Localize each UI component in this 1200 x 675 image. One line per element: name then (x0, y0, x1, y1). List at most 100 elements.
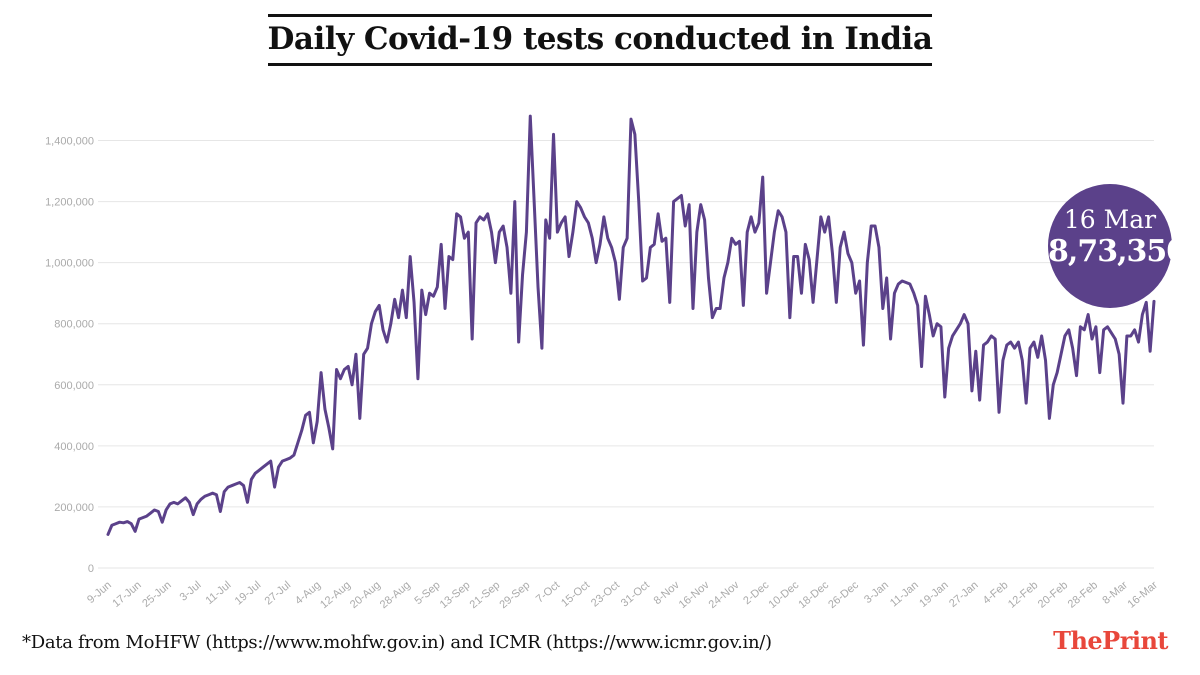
data-point (312, 442, 314, 444)
data-point (467, 231, 469, 233)
data-point (541, 347, 543, 349)
data-point (843, 231, 845, 233)
data-point (808, 259, 810, 261)
data-point (936, 323, 938, 325)
latest-value-callout: 16 Mar 8,73,350 (1048, 184, 1187, 308)
data-point (1060, 353, 1062, 355)
data-point (1099, 372, 1101, 374)
x-tick-label: 15-Oct (559, 579, 592, 609)
data-point (948, 347, 950, 349)
data-point (390, 323, 392, 325)
x-tick-label: 3-Jan (862, 579, 891, 606)
data-point (665, 237, 667, 239)
data-point (223, 491, 225, 493)
data-point (785, 231, 787, 233)
data-point (460, 216, 462, 218)
data-point (328, 427, 330, 429)
data-point (212, 492, 214, 494)
data-point (514, 201, 516, 203)
x-tick-label: 28-Aug (378, 579, 413, 611)
data-point (250, 478, 252, 480)
y-tick-label: 400,000 (54, 441, 94, 453)
data-point (630, 118, 632, 120)
data-point (603, 216, 605, 218)
data-point (1017, 341, 1019, 343)
data-point (673, 201, 675, 203)
data-point (1114, 338, 1116, 340)
data-point (700, 204, 702, 206)
data-point (870, 225, 872, 227)
data-point (401, 289, 403, 291)
data-point (169, 503, 171, 505)
data-point (111, 524, 113, 526)
data-point (274, 486, 276, 488)
data-point (405, 317, 407, 319)
data-point (285, 459, 287, 461)
data-point (646, 277, 648, 279)
x-tick-label: 12-Feb (1006, 579, 1040, 611)
data-point (711, 317, 713, 319)
x-tick-label: 25-Jun (140, 579, 173, 610)
data-point (339, 378, 341, 380)
data-point (928, 314, 930, 316)
data-point (1138, 341, 1140, 343)
data-point (1033, 341, 1035, 343)
data-point (611, 246, 613, 248)
data-point (944, 396, 946, 398)
data-point (363, 353, 365, 355)
data-point (115, 523, 117, 525)
data-point (680, 194, 682, 196)
data-point (1072, 347, 1074, 349)
data-point (425, 314, 427, 316)
data-point (692, 307, 694, 309)
data-point (560, 222, 562, 224)
data-point (812, 301, 814, 303)
data-point (483, 219, 485, 221)
data-point (374, 311, 376, 313)
data-point (715, 307, 717, 309)
data-point (1002, 359, 1004, 361)
data-point (525, 231, 527, 233)
data-point (258, 469, 260, 471)
data-point (955, 329, 957, 331)
data-point (688, 204, 690, 206)
data-point (1134, 329, 1136, 331)
data-point (986, 341, 988, 343)
data-point (254, 472, 256, 474)
data-point (134, 530, 136, 532)
data-point (1029, 347, 1031, 349)
data-point (394, 298, 396, 300)
data-point (750, 216, 752, 218)
data-point (417, 378, 419, 380)
data-point (723, 277, 725, 279)
data-point (436, 286, 438, 288)
data-point (347, 365, 349, 367)
data-point (359, 417, 361, 419)
data-point (518, 341, 520, 343)
data-point (963, 314, 965, 316)
data-point (471, 338, 473, 340)
data-point (475, 222, 477, 224)
brand-logo: ThePrint (1053, 626, 1168, 655)
data-point (983, 344, 985, 346)
data-point (1076, 375, 1078, 377)
data-point (642, 280, 644, 282)
x-tick-label: 19-Jan (917, 579, 950, 610)
data-point (905, 282, 907, 284)
data-point (866, 262, 868, 264)
data-point (971, 390, 973, 392)
chart-title: Daily Covid-19 tests conducted in India (267, 14, 933, 66)
data-point (150, 512, 152, 514)
data-source-footnote: *Data from MoHFW (https://www.mohfw.gov.… (22, 632, 772, 653)
data-point (769, 262, 771, 264)
data-point (576, 201, 578, 203)
data-point (1110, 332, 1112, 334)
data-point (940, 326, 942, 328)
x-tick-label: 10-Dec (766, 579, 801, 611)
data-point (301, 430, 303, 432)
data-point (452, 259, 454, 261)
data-point (1126, 335, 1128, 337)
data-point (1041, 335, 1043, 337)
data-point (731, 237, 733, 239)
data-point (219, 511, 221, 513)
